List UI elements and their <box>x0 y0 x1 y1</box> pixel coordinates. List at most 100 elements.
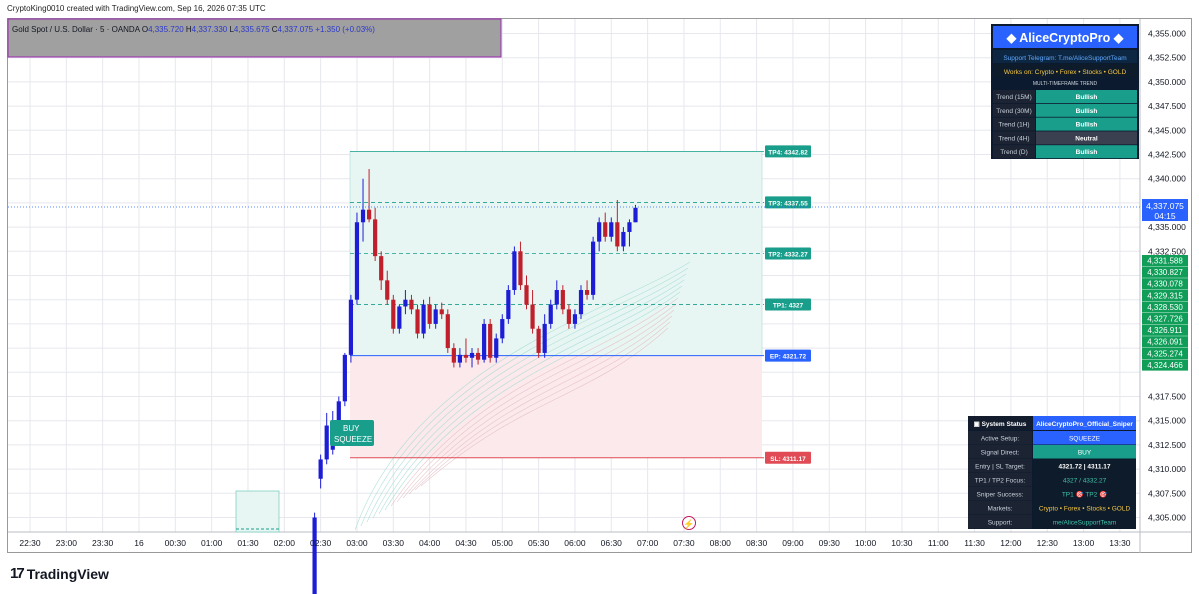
candle-body-bearish[interactable] <box>536 328 541 353</box>
trend-row-value: Bullish <box>1076 108 1098 115</box>
buy-signal-subtext: SQUEEZE <box>334 435 372 444</box>
time-axis-tick: 11:30 <box>964 538 985 548</box>
time-axis-tick: 22:30 <box>19 538 41 548</box>
candle-body-bearish[interactable] <box>391 299 396 329</box>
time-axis-tick: 23:30 <box>92 538 114 548</box>
candle-body-bullish[interactable] <box>506 290 511 320</box>
candle-body-bullish[interactable] <box>578 290 584 315</box>
status-row-value-cell <box>1033 459 1136 473</box>
candle-body-bearish[interactable] <box>488 323 493 358</box>
tradingview-logo[interactable]: 17 TradingView <box>10 565 109 582</box>
time-axis-tick: 07:00 <box>637 538 659 548</box>
status-row-label: TP1 / TP2 Focus: <box>975 478 1026 485</box>
time-axis-tick: 01:30 <box>237 538 259 548</box>
candle-body-bullish[interactable] <box>336 401 341 426</box>
level-tag-tp1[interactable] <box>765 298 811 311</box>
status-row-value-cell <box>1033 445 1136 459</box>
candle-body-bearish[interactable] <box>463 354 469 358</box>
mtf-title: MULTI-TIMEFRAME TREND <box>1033 81 1098 87</box>
indicator-price-text: 4,328.530 <box>1147 303 1183 312</box>
trend-row-label-cell <box>993 131 1035 145</box>
candle-body-bullish[interactable] <box>572 314 578 324</box>
candle-body-bearish[interactable] <box>524 285 529 305</box>
candle-body-bearish[interactable] <box>530 304 535 329</box>
candle-body-bearish[interactable] <box>415 309 420 334</box>
candle-body-bullish[interactable] <box>397 306 402 329</box>
candle-body-bearish[interactable] <box>518 251 523 286</box>
level-tag-sl[interactable] <box>765 451 811 464</box>
candle-body-bullish[interactable] <box>360 209 366 223</box>
candle-body-bullish[interactable] <box>633 207 638 223</box>
tradingview-mark-icon: 17 <box>10 565 25 582</box>
time-axis-tick: 05:00 <box>492 538 514 548</box>
candle-body-bearish[interactable] <box>366 209 372 220</box>
status-row-label-cell <box>968 431 1032 445</box>
candle-body-bearish[interactable] <box>584 290 590 295</box>
candle-body-bearish[interactable] <box>615 222 620 247</box>
status-row-label-cell <box>968 445 1032 459</box>
candle-body-bullish[interactable] <box>542 323 547 353</box>
status-row-label: Active Setup: <box>981 436 1019 443</box>
status-row-value: me/AliceSupportTeam <box>1053 520 1117 527</box>
level-tag-tp2[interactable] <box>765 247 811 260</box>
candle-body-bullish[interactable] <box>548 304 553 324</box>
candle-body-bullish[interactable] <box>500 319 505 339</box>
level-tag-tp4[interactable] <box>765 145 811 158</box>
status-row-value: 4321.72 | 4311.17 <box>1058 464 1110 471</box>
trend-panel-title-bar <box>993 26 1137 48</box>
trend-row-label: Trend (15M) <box>996 94 1032 101</box>
candle-body-bullish[interactable] <box>621 231 626 247</box>
level-tag-ep[interactable] <box>765 349 811 362</box>
symbol-info-part: C <box>272 25 278 34</box>
candle-body-bearish[interactable] <box>560 290 565 310</box>
candle-body-bullish[interactable] <box>433 309 438 324</box>
level-tag-text: TP4: 4342.82 <box>768 149 808 156</box>
candle-body-bearish[interactable] <box>603 222 608 237</box>
status-row-value-cell <box>1033 473 1136 487</box>
indicator-price-text: 4,330.078 <box>1147 280 1183 289</box>
level-tag-tp3[interactable] <box>765 196 811 209</box>
candle-body-bullish[interactable] <box>591 241 596 295</box>
candle-body-bearish[interactable] <box>566 309 571 324</box>
candle-body-bullish[interactable] <box>403 299 408 307</box>
candle-body-bullish[interactable] <box>469 352 475 358</box>
moving-average-ribbon-line <box>360 267 689 527</box>
candle-body-bullish[interactable] <box>609 222 614 237</box>
candle-body-bearish[interactable] <box>451 348 456 363</box>
candle-body-bearish[interactable] <box>379 256 384 281</box>
price-axis-tick: 4,342.500 <box>1148 150 1186 160</box>
candle-body-bullish[interactable] <box>354 222 360 300</box>
current-price-tag[interactable] <box>1142 199 1188 222</box>
candle-body-bullish[interactable] <box>457 354 463 363</box>
time-axis-tick: 08:30 <box>746 538 768 548</box>
candle-body-bullish[interactable] <box>324 425 329 460</box>
candle-body-bearish[interactable] <box>385 280 390 300</box>
candle-body-bullish[interactable] <box>312 517 317 594</box>
candle-body-bearish[interactable] <box>409 299 414 310</box>
candle-body-bullish[interactable] <box>494 338 499 358</box>
price-axis-tick: 4,350.000 <box>1148 77 1186 87</box>
status-row-value-cell <box>1033 487 1136 501</box>
candle-body-bearish[interactable] <box>427 304 432 324</box>
candle-body-bullish[interactable] <box>512 251 517 291</box>
buy-signal-label[interactable] <box>330 420 374 446</box>
candle-body-bearish[interactable] <box>475 352 481 360</box>
candle-body-bullish[interactable] <box>342 354 347 402</box>
time-axis-tick: 04:30 <box>455 538 477 548</box>
candle-body-bullish[interactable] <box>421 304 426 334</box>
indicator-price-tag <box>1142 347 1188 359</box>
candle-body-bearish[interactable] <box>439 309 444 315</box>
candle-body-bearish[interactable] <box>373 219 378 257</box>
candle-body-bullish[interactable] <box>627 222 632 232</box>
candle-body-bullish[interactable] <box>318 459 323 479</box>
candle-body-bearish[interactable] <box>445 314 450 349</box>
candle-body-bullish[interactable] <box>554 290 559 305</box>
lightning-icon[interactable] <box>682 516 696 530</box>
candle-body-bullish[interactable] <box>482 323 487 360</box>
trend-row-label: Trend (30M) <box>996 108 1032 115</box>
candle-body-bullish[interactable] <box>597 222 602 242</box>
symbol-info-box[interactable] <box>7 18 502 58</box>
trend-row-value: Bullish <box>1076 94 1098 101</box>
candle-body-bullish[interactable] <box>348 299 354 355</box>
